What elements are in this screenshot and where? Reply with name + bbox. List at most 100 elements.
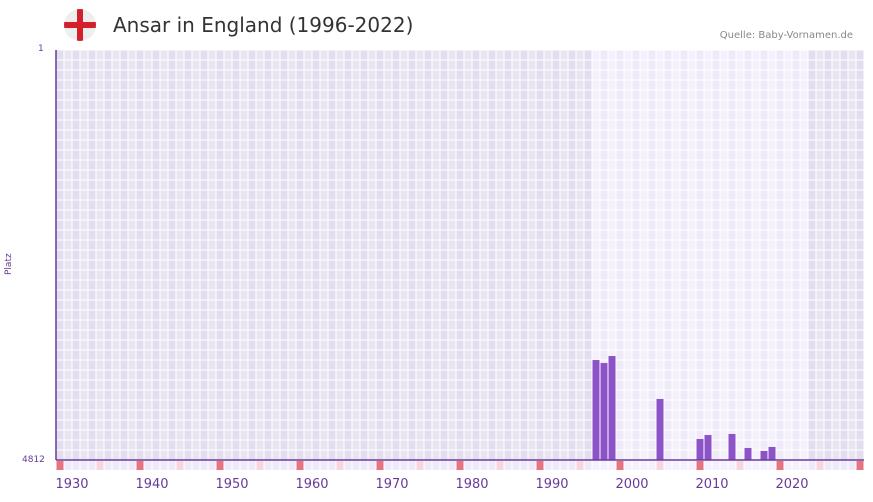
year-marker [656, 461, 664, 470]
year-marker [736, 461, 744, 470]
x-tick-label: 2020 [775, 477, 809, 492]
year-marker [400, 461, 408, 470]
year-marker [528, 461, 536, 470]
year-marker [480, 461, 488, 470]
x-tick-label: 1940 [135, 477, 169, 492]
y-axis-top-label: 1 [38, 44, 44, 54]
year-marker [792, 461, 800, 470]
year-marker [360, 461, 368, 470]
year-marker [336, 461, 344, 470]
year-marker [128, 461, 136, 470]
year-marker [720, 461, 728, 470]
bar-2008 [696, 439, 704, 460]
x-tick-label: 2000 [615, 477, 649, 492]
x-tick-label: 1990 [535, 477, 569, 492]
year-marker [496, 461, 504, 470]
year-marker [64, 461, 72, 470]
year-marker [704, 461, 712, 470]
year-marker [624, 461, 632, 470]
year-marker [816, 461, 824, 470]
year-marker [800, 461, 808, 470]
year-marker [136, 461, 144, 470]
year-marker [120, 461, 128, 470]
year-marker [712, 461, 720, 470]
year-marker [848, 461, 856, 470]
year-marker [232, 461, 240, 470]
year-marker [280, 461, 288, 470]
year-marker [56, 461, 64, 470]
year-marker [440, 461, 448, 470]
year-marker [168, 461, 176, 470]
year-marker [328, 461, 336, 470]
year-marker [824, 461, 832, 470]
year-marker [696, 461, 704, 470]
year-marker [664, 461, 672, 470]
year-marker [488, 461, 496, 470]
year-marker [504, 461, 512, 470]
year-marker [832, 461, 840, 470]
year-marker [648, 461, 656, 470]
year-marker [672, 461, 680, 470]
chart-title: Ansar in England (1996-2022) [113, 13, 414, 37]
year-marker [192, 461, 200, 470]
year-marker [784, 461, 792, 470]
year-marker [856, 461, 864, 470]
england-flag-icon [64, 9, 96, 41]
year-marker [768, 461, 776, 470]
year-marker [224, 461, 232, 470]
year-marker [744, 461, 752, 470]
bar-2014 [744, 447, 752, 460]
year-marker [472, 461, 480, 470]
bar-2016 [760, 450, 768, 460]
year-marker [688, 461, 696, 470]
year-marker [776, 461, 784, 470]
year-marker [288, 461, 296, 470]
year-marker [176, 461, 184, 470]
year-marker [96, 461, 104, 470]
x-tick-label: 1930 [55, 477, 89, 492]
year-marker [576, 461, 584, 470]
year-marker [608, 461, 616, 470]
year-marker [312, 461, 320, 470]
bar-2003 [656, 398, 664, 460]
y-axis-title: Platz [4, 253, 14, 275]
year-marker [728, 461, 736, 470]
year-marker [200, 461, 208, 470]
year-marker [568, 461, 576, 470]
year-marker [536, 461, 544, 470]
year-marker [584, 461, 592, 470]
year-marker [416, 461, 424, 470]
year-marker [208, 461, 216, 470]
year-marker [80, 461, 88, 470]
year-marker [448, 461, 456, 470]
year-marker [456, 461, 464, 470]
year-marker [408, 461, 416, 470]
year-marker [264, 461, 272, 470]
x-tick-label: 1980 [455, 477, 489, 492]
year-marker [88, 461, 96, 470]
year-marker [304, 461, 312, 470]
year-marker [104, 461, 112, 470]
year-marker [72, 461, 80, 470]
year-marker [616, 461, 624, 470]
year-marker [632, 461, 640, 470]
bar-1996 [600, 363, 608, 460]
year-marker [248, 461, 256, 470]
year-marker [512, 461, 520, 470]
year-marker [680, 461, 688, 470]
bar-1997 [608, 356, 616, 460]
year-marker [296, 461, 304, 470]
year-marker [184, 461, 192, 470]
x-tick-label: 2010 [695, 477, 729, 492]
year-marker [808, 461, 816, 470]
bar-2012 [728, 434, 736, 460]
year-marker [520, 461, 528, 470]
y-axis-bottom-label: 4812 [22, 455, 45, 465]
bar-2017 [768, 446, 776, 460]
year-marker [216, 461, 224, 470]
year-marker [392, 461, 400, 470]
bar-1995 [592, 360, 600, 460]
year-marker [152, 461, 160, 470]
x-tick-label: 1950 [215, 477, 249, 492]
year-marker [376, 461, 384, 470]
